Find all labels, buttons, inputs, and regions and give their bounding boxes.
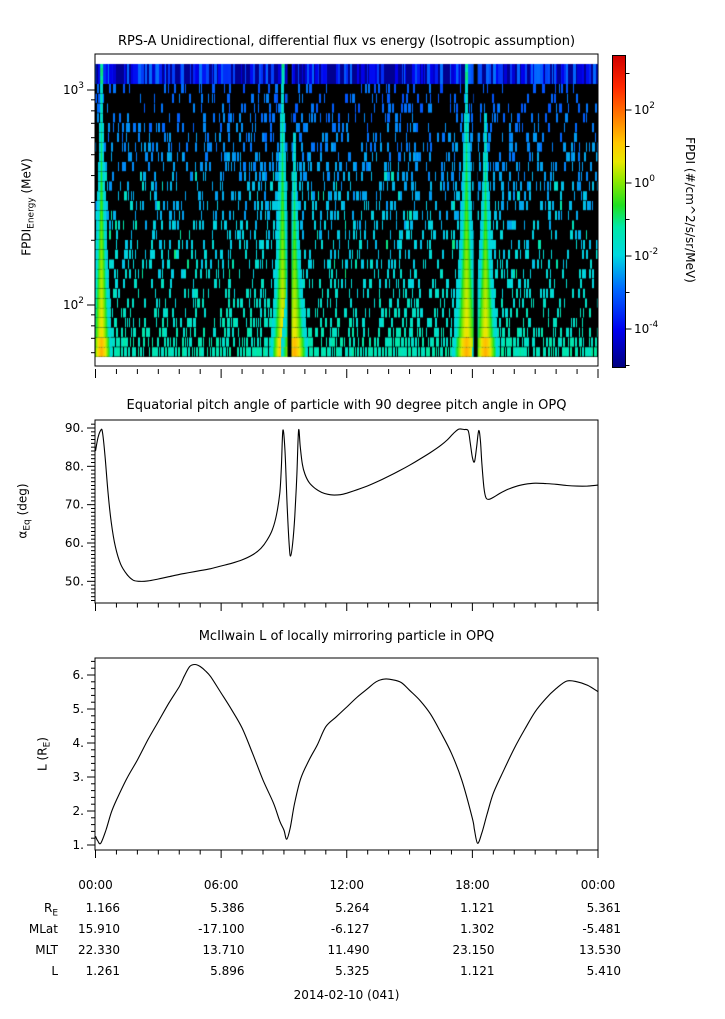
lshell-axes: 6. 5. 4. 3. 2. 1. bbox=[73, 660, 599, 858]
svg-text:10-2: 10-2 bbox=[634, 247, 658, 263]
table-cell: -6.127 bbox=[330, 922, 370, 936]
table-cell: 1.302 bbox=[460, 922, 495, 936]
svg-text:3.: 3. bbox=[73, 770, 84, 784]
time-tick-label: 18:00 bbox=[455, 878, 490, 892]
svg-text:100: 100 bbox=[634, 174, 655, 190]
table-cell: 5.325 bbox=[335, 964, 370, 978]
table-cell: 1.121 bbox=[460, 964, 495, 978]
pitch-angle-curve bbox=[94, 428, 599, 582]
time-tick-label: 06:00 bbox=[203, 878, 239, 892]
svg-text:1.: 1. bbox=[73, 838, 84, 852]
table-cell: 5.410 bbox=[586, 964, 621, 978]
svg-text:90.: 90. bbox=[65, 421, 84, 435]
svg-text:6.: 6. bbox=[73, 668, 84, 682]
table-cell: -5.481 bbox=[582, 922, 621, 936]
table-row-label-re: RE bbox=[43, 901, 58, 919]
svg-text:50.: 50. bbox=[65, 574, 84, 588]
time-tick-label: 12:00 bbox=[329, 878, 365, 892]
colorbar-axis: 102 100 10-2 10-4 bbox=[626, 73, 659, 366]
table-row-label-mlat: MLat bbox=[28, 922, 58, 936]
lshell-title: McIlwain L of locally mirroring particle… bbox=[198, 629, 495, 644]
svg-text:10-4: 10-4 bbox=[634, 320, 659, 336]
date-label: 2014-02-10 (041) bbox=[293, 988, 400, 1002]
table-cell: -17.100 bbox=[198, 922, 245, 936]
spectrogram-x-axis bbox=[95, 369, 599, 378]
table-cell: 11.490 bbox=[327, 943, 370, 957]
spectrogram-y-axis-label: FPDIEnergy (MeV) bbox=[19, 158, 37, 256]
spectrogram-image bbox=[95, 54, 598, 367]
svg-text:4.: 4. bbox=[73, 736, 84, 750]
pitch-y-axis-label: αEq (deg) bbox=[15, 483, 33, 539]
pitch-angle-title: Equatorial pitch angle of particle with … bbox=[126, 398, 567, 413]
svg-text:70.: 70. bbox=[65, 498, 84, 512]
lshell-y-axis-label: L (RE) bbox=[35, 737, 53, 771]
colorbar-gradient bbox=[612, 55, 626, 368]
spectrogram-title: RPS-A Unidirectional, differential flux … bbox=[117, 34, 576, 49]
table-row-label-l: L bbox=[51, 964, 58, 978]
table-cell: 23.150 bbox=[452, 943, 495, 957]
table-cell: 5.264 bbox=[335, 901, 370, 915]
table-cell: 5.896 bbox=[210, 964, 245, 978]
svg-text:102: 102 bbox=[63, 296, 84, 312]
time-tick-label: 00:00 bbox=[580, 878, 616, 892]
svg-text:60.: 60. bbox=[65, 536, 84, 550]
table-cell: 15.910 bbox=[78, 922, 120, 936]
table-cell: 5.361 bbox=[586, 901, 621, 915]
table-cell: 1.166 bbox=[85, 901, 120, 915]
lshell-curve bbox=[94, 663, 599, 845]
panel-boxes bbox=[94, 53, 599, 851]
pitch-axes: 90. 80. 70. 60. 50. bbox=[65, 421, 599, 611]
svg-text:80.: 80. bbox=[65, 459, 84, 473]
table-cell: 1.121 bbox=[460, 901, 495, 915]
svg-text:102: 102 bbox=[634, 101, 655, 117]
table-row-label-mlt: MLT bbox=[35, 943, 58, 957]
table-cell: 13.710 bbox=[202, 943, 245, 957]
table-cell: 13.530 bbox=[579, 943, 621, 957]
colorbar-label: FPDI (#/cm^2/s/sr/MeV) bbox=[683, 137, 697, 283]
table-cell: 5.386 bbox=[210, 901, 245, 915]
table-cell: 1.261 bbox=[85, 964, 120, 978]
svg-text:103: 103 bbox=[63, 81, 84, 97]
svg-text:5.: 5. bbox=[73, 702, 84, 716]
spectrogram-y-axis: 103 102 bbox=[63, 81, 95, 354]
time-tick-label: 00:00 bbox=[78, 878, 113, 892]
svg-text:2.: 2. bbox=[73, 804, 84, 818]
table-cell: 22.330 bbox=[78, 943, 120, 957]
